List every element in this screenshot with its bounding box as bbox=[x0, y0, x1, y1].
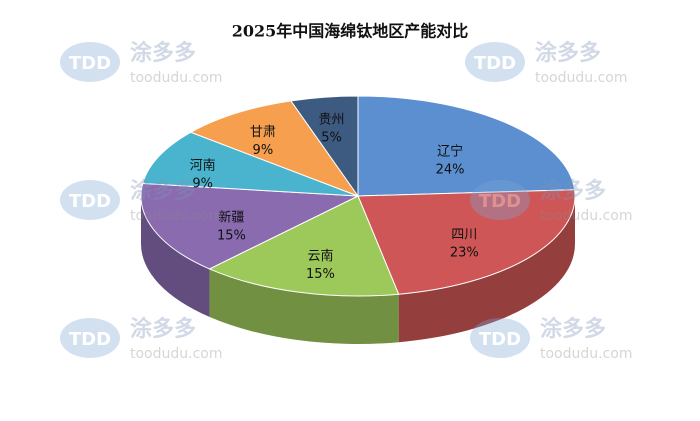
category-label: 辽宁 bbox=[437, 143, 463, 159]
watermark-logo: TDD bbox=[69, 53, 111, 74]
slice-side bbox=[209, 268, 399, 344]
slice bbox=[208, 195, 400, 297]
watermark-brand: 涂多多 bbox=[130, 178, 196, 204]
watermark-logo-bg bbox=[470, 180, 530, 220]
slice bbox=[189, 100, 360, 198]
watermark-logo: TDD bbox=[479, 329, 521, 350]
watermark-brand: 涂多多 bbox=[540, 178, 606, 204]
category-label: 新疆 bbox=[218, 210, 244, 226]
pie: 辽宁 24% 四川 23% 云南 15% 新疆 15% 河南 9% 甘肃 9% 贵州 5% bbox=[140, 95, 576, 344]
value-label: 9% bbox=[253, 143, 274, 158]
slice bbox=[357, 189, 576, 295]
watermark-brand: 涂多多 bbox=[130, 316, 196, 342]
watermark-logo: TDD bbox=[479, 191, 521, 212]
value-label: 15% bbox=[306, 267, 335, 282]
watermark-logo-bg bbox=[60, 42, 120, 82]
watermark-site: toodudu.com bbox=[130, 70, 223, 86]
value-label: 23% bbox=[450, 246, 479, 261]
watermark-logo: TDD bbox=[69, 329, 111, 350]
watermark-brand: 涂多多 bbox=[540, 316, 606, 342]
watermark-site: toodudu.com bbox=[130, 346, 223, 362]
watermark-brand: 涂多多 bbox=[130, 40, 196, 66]
watermark-site: toodudu.com bbox=[540, 208, 633, 224]
watermark-brand: 涂多多 bbox=[535, 40, 601, 66]
slice-side bbox=[398, 196, 575, 343]
watermark-logo-bg bbox=[465, 42, 525, 82]
category-label: 甘肃 bbox=[250, 125, 276, 140]
slice bbox=[290, 95, 359, 198]
watermarks: TDD 涂多多 toodudu.com TDD 涂多多 toodudu.com TDD 涂多多… bbox=[60, 40, 633, 362]
category-label: 河南 bbox=[190, 158, 216, 174]
watermark-logo-bg bbox=[60, 180, 120, 220]
slice bbox=[140, 182, 360, 270]
slice-side bbox=[141, 196, 210, 317]
category-label: 贵州 bbox=[319, 112, 345, 127]
value-label: 15% bbox=[217, 229, 246, 244]
watermark-site: toodudu.com bbox=[535, 70, 628, 86]
chart-title: 2025年中国海绵钛地区产能对比 bbox=[232, 22, 469, 41]
category-label: 云南 bbox=[307, 248, 333, 264]
watermark-logo-bg bbox=[470, 318, 530, 358]
slice bbox=[142, 131, 359, 197]
slice bbox=[357, 95, 576, 197]
watermark-site: toodudu.com bbox=[540, 346, 633, 362]
value-label: 5% bbox=[321, 130, 342, 145]
watermark-logo: TDD bbox=[474, 53, 516, 74]
watermark-site: toodudu.com bbox=[130, 208, 223, 224]
watermark-logo-bg bbox=[60, 318, 120, 358]
category-label: 四川 bbox=[451, 228, 477, 243]
value-label: 9% bbox=[192, 177, 213, 192]
value-label: 24% bbox=[436, 162, 465, 177]
watermark-logo: TDD bbox=[69, 191, 111, 212]
